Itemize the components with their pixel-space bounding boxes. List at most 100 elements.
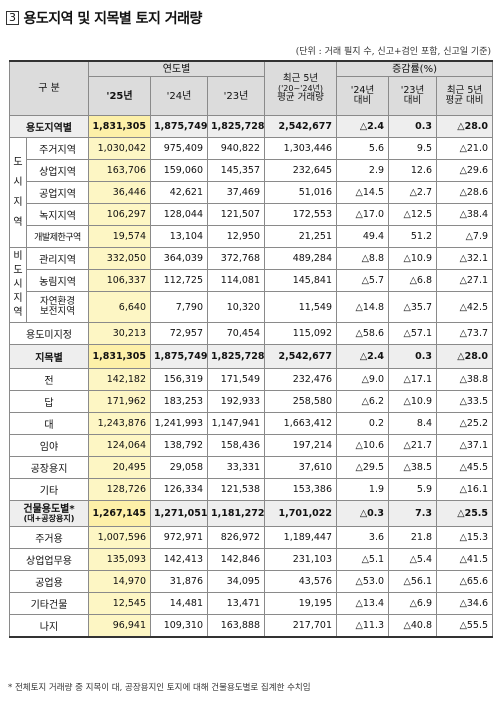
cell-c24: 1.9 bbox=[336, 478, 390, 501]
table-row: 임야 124,064 138,792 158,436 197,214 △10.6… bbox=[9, 434, 494, 457]
cell-y23: 12,950 bbox=[206, 225, 266, 248]
cell-c24: △11.3 bbox=[336, 614, 390, 638]
cell-y23: 114,081 bbox=[206, 269, 266, 292]
row-label: 개발제한구역 bbox=[26, 225, 89, 248]
cell-y23: 33,331 bbox=[206, 456, 266, 479]
cell-y25: 124,064 bbox=[88, 434, 151, 457]
cell-c23: △10.9 bbox=[388, 390, 438, 413]
cell-y25: 1,030,042 bbox=[88, 137, 151, 160]
cell-y25: 30,213 bbox=[88, 322, 151, 345]
cell-y23: 1,147,941 bbox=[206, 412, 266, 435]
cell-avg: 231,103 bbox=[264, 548, 338, 571]
cell-y24: 42,621 bbox=[150, 181, 208, 204]
cell-c24: 49.4 bbox=[336, 225, 390, 248]
cell-c5: △38.8 bbox=[436, 368, 494, 391]
cell-c24: △9.0 bbox=[336, 368, 390, 391]
cell-c23: △10.9 bbox=[388, 247, 438, 270]
cell-y24: 364,039 bbox=[150, 247, 208, 270]
cell-y25: 163,706 bbox=[88, 159, 151, 182]
y2023-header: '23년 bbox=[206, 76, 266, 116]
cell-c24: △29.5 bbox=[336, 456, 390, 479]
cell-avg: 1,189,447 bbox=[264, 526, 338, 549]
row-label: 용도지역별 bbox=[9, 115, 89, 138]
cell-c5: △21.0 bbox=[436, 137, 494, 160]
cell-c24: △2.4 bbox=[336, 115, 390, 138]
cell-c24: △14.5 bbox=[336, 181, 390, 204]
cell-c24: △10.6 bbox=[336, 434, 390, 457]
group-label-urban-text: 도 시 지 역 bbox=[13, 156, 23, 228]
cell-y24: 72,957 bbox=[150, 322, 208, 345]
cell-c5: △34.6 bbox=[436, 592, 494, 615]
cell-c23: 12.6 bbox=[388, 159, 438, 182]
vs5-header-b: 평균 대비 bbox=[445, 95, 484, 106]
table-row: 농림지역 106,337 112,725 114,081 145,841 △5.… bbox=[10, 269, 494, 292]
group-label-urban: 도 시 지 역 bbox=[9, 137, 27, 248]
cell-avg: 51,016 bbox=[264, 181, 338, 204]
cell-c5: △15.3 bbox=[436, 526, 494, 549]
cell-c23: 7.3 bbox=[388, 500, 438, 527]
cell-y23: 940,822 bbox=[206, 137, 266, 160]
table-row: 답 171,962 183,253 192,933 258,580 △6.2 △… bbox=[9, 390, 494, 413]
cell-c24: △58.6 bbox=[336, 322, 390, 345]
section-title-text: 용도지역 및 지목별 토지 거래량 bbox=[23, 11, 203, 27]
cell-y23: 121,507 bbox=[206, 203, 266, 226]
cell-avg: 19,195 bbox=[264, 592, 338, 615]
cell-avg: 2,542,677 bbox=[264, 115, 338, 138]
row-label: 농림지역 bbox=[26, 269, 89, 292]
cell-c24: △13.4 bbox=[336, 592, 390, 615]
cell-avg: 1,663,412 bbox=[264, 412, 338, 435]
cell-c24: △53.0 bbox=[336, 570, 390, 593]
row-label: 주거용 bbox=[9, 526, 89, 549]
cell-c23: 8.4 bbox=[388, 412, 438, 435]
table-row: 주거용 1,007,596 972,971 826,972 1,189,447 … bbox=[9, 526, 494, 549]
cell-c5: △73.7 bbox=[436, 322, 494, 345]
cell-y23: 163,888 bbox=[206, 614, 266, 638]
cell-y25: 1,831,305 bbox=[88, 115, 151, 138]
row-label: 주거지역 bbox=[26, 137, 89, 160]
cell-y24: 1,271,051 bbox=[150, 500, 208, 527]
cell-y24: 128,044 bbox=[150, 203, 208, 226]
row-label: 공장용지 bbox=[9, 456, 89, 479]
cell-c5: △25.5 bbox=[436, 500, 494, 527]
cell-y25: 142,182 bbox=[88, 368, 151, 391]
cell-y24: 31,876 bbox=[150, 570, 208, 593]
avg-header-title: 최근 5년 bbox=[282, 73, 319, 84]
cell-c23: △6.9 bbox=[388, 592, 438, 615]
cell-avg: 2,542,677 bbox=[264, 344, 338, 369]
cell-y24: 156,319 bbox=[150, 368, 208, 391]
row-label: 상업업무용 bbox=[9, 548, 89, 571]
cell-c23: △5.4 bbox=[388, 548, 438, 571]
table-row: 기타 128,726 126,334 121,538 153,386 1.9 5… bbox=[9, 478, 494, 501]
row-label: 건물용도별* (대+공장용지) bbox=[9, 500, 89, 527]
cell-c5: △45.5 bbox=[436, 456, 494, 479]
cell-y25: 1,267,145 bbox=[88, 500, 151, 527]
cell-y24: 14,481 bbox=[150, 592, 208, 615]
cell-c24: 0.2 bbox=[336, 412, 390, 435]
cell-c23: 51.2 bbox=[388, 225, 438, 248]
row-label: 용도미지정 bbox=[9, 322, 89, 345]
cell-c24: 2.9 bbox=[336, 159, 390, 182]
table-row: 자연환경 보전지역 6,640 7,790 10,320 11,549 △14.… bbox=[10, 291, 494, 323]
row-label: 기타건물 bbox=[9, 592, 89, 615]
cell-c23: △40.8 bbox=[388, 614, 438, 638]
cell-avg: 11,549 bbox=[264, 291, 338, 323]
cell-y25: 1,007,596 bbox=[88, 526, 151, 549]
section-title: 3 용도지역 및 지목별 토지 거래량 bbox=[6, 8, 202, 28]
cell-avg: 172,553 bbox=[264, 203, 338, 226]
table-row: 용도미지정 30,213 72,957 70,454 115,092 △58.6… bbox=[9, 322, 494, 345]
cell-y23: 1,825,728 bbox=[206, 344, 266, 369]
cell-avg: 37,610 bbox=[264, 456, 338, 479]
cell-y23: 1,825,728 bbox=[206, 115, 266, 138]
cell-y24: 975,409 bbox=[150, 137, 208, 160]
cell-y24: 1,875,749 bbox=[150, 344, 208, 369]
cell-y24: 142,413 bbox=[150, 548, 208, 571]
vs24-header-a: '24년 bbox=[350, 85, 375, 96]
cell-y25: 1,243,876 bbox=[88, 412, 151, 435]
cell-y24: 126,334 bbox=[150, 478, 208, 501]
cell-y25: 106,297 bbox=[88, 203, 151, 226]
row-label-line1: 자연환경 bbox=[40, 296, 75, 307]
cell-c5: △29.6 bbox=[436, 159, 494, 182]
row-label: 공업용 bbox=[9, 570, 89, 593]
table-row: 상업업무용 135,093 142,413 142,846 231,103 △5… bbox=[9, 548, 494, 571]
cell-y23: 121,538 bbox=[206, 478, 266, 501]
